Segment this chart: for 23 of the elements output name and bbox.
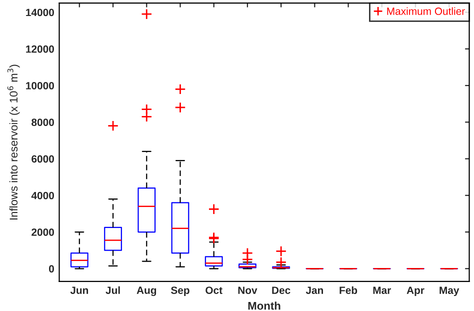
x-tick-label: Oct: [206, 286, 222, 294]
y-tick-label: 8000: [32, 118, 54, 126]
x-tick-label: Aug: [136, 286, 156, 296]
y-axis-title: Inflows into reservoir (x 10$^{6}$ m$^{3}$): [7, 64, 20, 220]
x-tick-label: Dec: [272, 286, 290, 294]
y-tick-label: 2000: [32, 228, 54, 236]
x-tick-label: Nov: [238, 286, 258, 294]
y-tick-label: 12000: [26, 45, 54, 53]
x-tick-label: Jul: [106, 286, 120, 294]
x-axis-title: Month: [248, 302, 280, 310]
text: Maximum Outlier: [387, 7, 465, 15]
x-tick-label: Jan: [306, 286, 323, 294]
x-tick-label: Sep: [170, 286, 190, 296]
x-tick-label: Jun: [70, 286, 88, 294]
x-tick-label: Feb: [340, 286, 358, 294]
x-tick-label: Mar: [373, 286, 391, 294]
y-tick-label: 10000: [26, 82, 54, 90]
x-tick-label: Apr: [406, 286, 424, 296]
y-tick-label: 14000: [26, 8, 54, 16]
y-tick-label: 6000: [32, 155, 54, 163]
x-tick-label: May: [440, 286, 460, 296]
y-tick-label: 4000: [31, 192, 54, 200]
y-tick-label: 0: [49, 265, 54, 273]
